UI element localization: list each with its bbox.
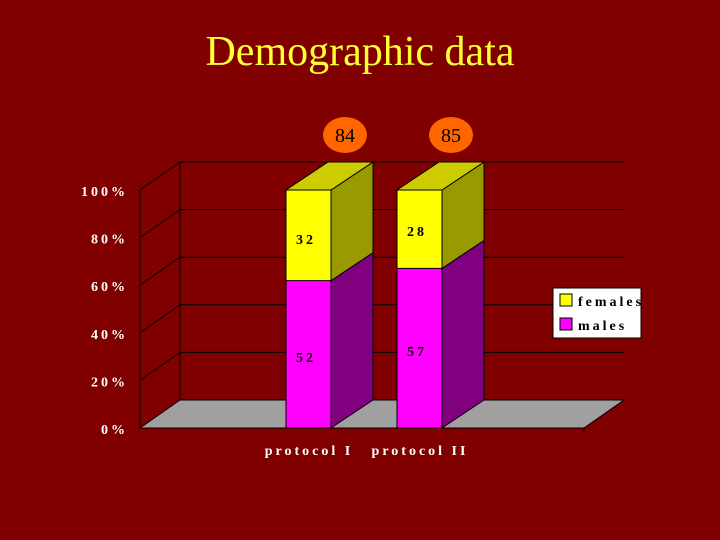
legend-swatch [559, 293, 573, 307]
data-label-females: 28 [407, 225, 427, 240]
grid-diagonal [139, 256, 181, 286]
legend-label: females [578, 295, 644, 310]
y-tick-label: 80% [91, 233, 128, 248]
x-category-label: protocol I [265, 444, 353, 459]
grid-diagonal [139, 161, 181, 191]
grid-diagonal [139, 351, 181, 381]
grid-diagonal [139, 304, 181, 334]
bars [284, 161, 486, 429]
bar-males-side [441, 239, 485, 429]
data-labels: 32 52 28 57 [296, 225, 427, 366]
x-axis-labels: protocol I protocol II [265, 444, 469, 459]
y-axis-ticks: 0% 20% 40% 60% 80% 100% [81, 161, 624, 438]
y-tick-label: 100% [81, 185, 128, 200]
total-badges: 84 85 [323, 117, 473, 153]
bar-females-front [397, 190, 442, 269]
total-badge-value: 85 [441, 125, 461, 147]
data-label-males: 52 [296, 351, 316, 366]
data-label-males: 57 [407, 345, 427, 360]
bar-males-front [397, 268, 442, 428]
x-category-label: protocol II [372, 444, 469, 459]
y-tick-label: 20% [91, 375, 128, 390]
y-tick-label: 40% [91, 328, 128, 343]
total-badge-value: 84 [335, 125, 355, 147]
bar-outline [285, 189, 332, 429]
chart-floor [138, 399, 626, 429]
y-tick-label: 60% [91, 280, 128, 295]
total-badge-circle [323, 117, 367, 153]
grid-diagonal [139, 209, 181, 239]
legend: females males [552, 287, 644, 339]
bar-males-side [330, 251, 374, 429]
legend-label: males [578, 319, 627, 334]
slide-title: Demographic data [205, 29, 515, 75]
data-label-females: 32 [296, 233, 316, 248]
bar-females-front [286, 190, 331, 281]
bar-males-front [286, 280, 331, 428]
legend-swatch [559, 317, 573, 331]
y-tick-label: 0% [101, 423, 128, 438]
total-badge-circle [429, 117, 473, 153]
bar-outline [396, 189, 443, 429]
chart-walls [138, 162, 626, 433]
